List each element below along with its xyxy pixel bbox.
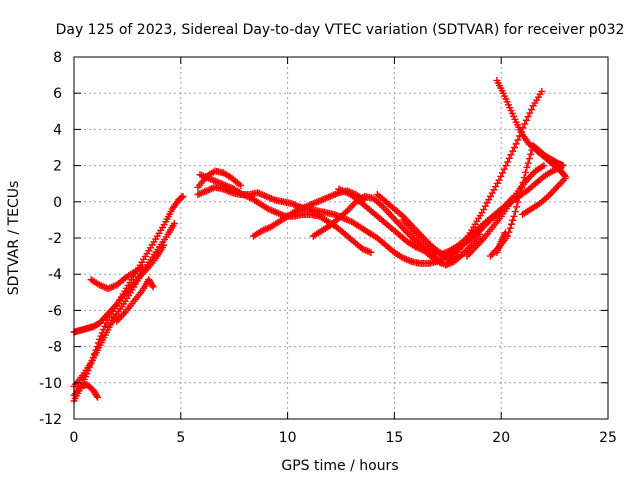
y-tick-label: 8 (53, 50, 62, 66)
data-point (101, 322, 109, 330)
data-point (519, 179, 527, 187)
data-point (538, 87, 546, 95)
data-point (492, 183, 500, 191)
data-point (514, 136, 522, 144)
series-arc4 (70, 381, 101, 401)
data-point (513, 203, 521, 211)
data-point (178, 193, 186, 201)
series-arc14 (420, 163, 565, 258)
data-point (561, 174, 569, 182)
data-point (504, 158, 512, 166)
data-point (476, 230, 484, 238)
data-point (524, 113, 532, 121)
series-arc11 (309, 192, 445, 267)
series-arc9 (194, 167, 245, 191)
x-tick-label: 10 (279, 430, 297, 446)
series-arc3 (70, 241, 168, 336)
data-point (490, 186, 498, 194)
y-tick-label: 0 (53, 195, 62, 211)
data-point (493, 179, 501, 187)
x-tick-label: 25 (599, 430, 617, 446)
data-point (509, 147, 517, 155)
y-tick-label: -8 (48, 340, 62, 356)
data-point (540, 162, 548, 170)
grid-lines (74, 57, 608, 419)
data-point (515, 193, 523, 201)
data-point (497, 172, 505, 180)
data-point (502, 162, 510, 170)
x-tick-label: 15 (385, 430, 403, 446)
data-point (507, 220, 515, 228)
data-point (485, 196, 493, 204)
y-tick-label: 2 (53, 159, 62, 175)
data-point (148, 281, 156, 289)
series-arc20 (493, 229, 509, 256)
data-point (510, 144, 518, 151)
data-point (179, 192, 187, 200)
y-tick-label: -6 (48, 303, 62, 319)
data-point (160, 241, 168, 249)
data-point (500, 165, 508, 173)
data-point (506, 224, 514, 232)
y-tick-label: -2 (48, 231, 62, 247)
y-tick-label: -12 (39, 412, 62, 428)
x-tick-label: 20 (492, 430, 510, 446)
series-arc19 (519, 174, 569, 218)
x-tick-label: 0 (70, 430, 79, 446)
chart-title: Day 125 of 2023, Sidereal Day-to-day VTE… (56, 22, 625, 38)
y-tick-label: -4 (48, 267, 62, 283)
data-point (521, 120, 529, 128)
data-point (559, 162, 567, 170)
data-point (509, 216, 517, 224)
y-tick-label: 6 (53, 86, 62, 102)
data-point (522, 168, 530, 176)
data-point (528, 105, 536, 113)
data-point (524, 159, 532, 167)
data-series (70, 77, 569, 405)
series-arc12 (335, 185, 437, 258)
data-point (483, 199, 491, 207)
data-point (138, 263, 146, 271)
data-point (170, 220, 178, 228)
data-point (518, 184, 526, 192)
data-point (516, 189, 524, 197)
series-arc6 (113, 276, 157, 325)
data-point (367, 248, 375, 256)
data-point (237, 182, 245, 190)
series-arc5 (87, 263, 146, 293)
data-point (501, 229, 509, 237)
data-point (480, 205, 488, 213)
series-arc18 (493, 77, 569, 180)
x-tick-label: 5 (176, 430, 185, 446)
data-point (505, 154, 513, 162)
data-point (512, 140, 520, 148)
data-point (487, 192, 495, 200)
y-axis-label: SDTVAR / TECUs (6, 181, 22, 296)
data-point (526, 109, 534, 117)
data-point (523, 163, 531, 171)
data-point (93, 393, 101, 401)
data-point (520, 174, 528, 182)
data-point (514, 198, 522, 206)
data-point (481, 202, 489, 210)
data-point (93, 392, 101, 400)
axis-ticks: 0 5 10 15 20 25 -12 -10 -8 -6 -4 -2 0 2 4 6 8 (39, 50, 617, 446)
data-point (522, 116, 530, 124)
y-tick-label: 4 (53, 122, 62, 138)
x-axis-label: GPS time / hours (281, 458, 398, 474)
data-point (527, 150, 535, 158)
data-point (488, 189, 496, 197)
data-point (498, 169, 506, 177)
data-point (507, 151, 515, 159)
data-point (149, 283, 157, 291)
data-point (525, 155, 533, 163)
series-arc15 (463, 162, 548, 260)
series-arc10 (249, 187, 368, 240)
data-point (511, 208, 519, 216)
data-point (495, 176, 503, 184)
y-tick-label: -10 (39, 376, 62, 392)
series-arc21 (399, 216, 484, 269)
data-point (510, 212, 518, 220)
